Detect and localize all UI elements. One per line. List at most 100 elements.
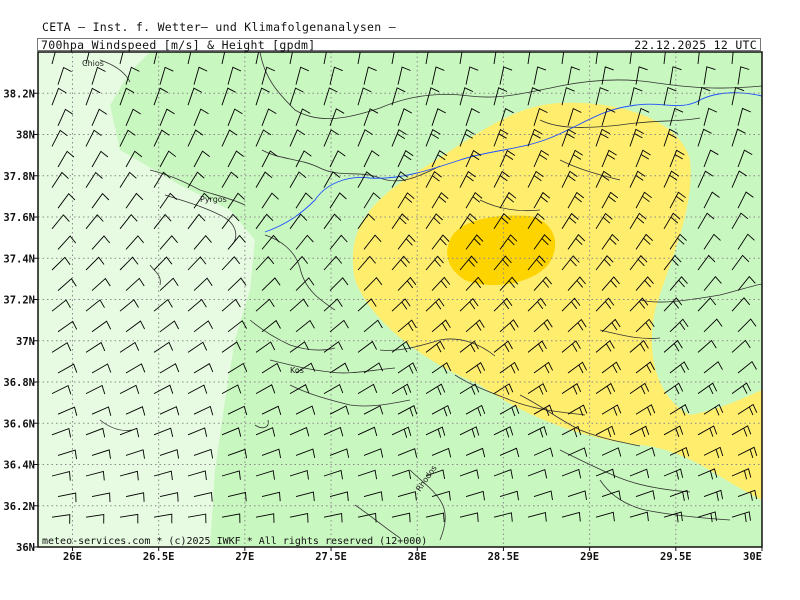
wind-barb bbox=[119, 299, 139, 312]
wind-barb bbox=[601, 447, 622, 457]
wind-barb bbox=[159, 320, 179, 333]
wind-barb bbox=[465, 192, 483, 209]
wind-barb bbox=[459, 298, 479, 312]
wind-barb bbox=[193, 492, 213, 502]
wind-barb bbox=[499, 490, 519, 501]
wind-barb bbox=[459, 426, 480, 438]
wind-barb bbox=[153, 470, 173, 481]
wind-barb-field bbox=[51, 52, 758, 524]
wind-barb bbox=[357, 52, 361, 65]
wind-barb bbox=[567, 66, 581, 85]
wind-barb bbox=[289, 255, 309, 271]
wind-barb bbox=[527, 212, 545, 230]
wind-barb bbox=[533, 107, 548, 126]
wind-barb bbox=[193, 235, 212, 250]
wind-barb bbox=[499, 447, 520, 458]
wind-barb bbox=[261, 277, 281, 291]
wind-barb bbox=[125, 320, 146, 333]
wind-barb bbox=[289, 298, 309, 312]
wind-barb bbox=[527, 87, 541, 106]
wind-barb bbox=[663, 511, 683, 523]
wind-barb bbox=[193, 192, 212, 209]
wind-barb bbox=[567, 191, 585, 209]
place-kos: Kos bbox=[290, 366, 304, 375]
wind-barb bbox=[255, 384, 276, 394]
wind-barb bbox=[125, 108, 141, 126]
wind-barb bbox=[737, 361, 757, 374]
wind-barb bbox=[51, 256, 71, 271]
wind-barb bbox=[119, 171, 137, 188]
wind-barb bbox=[629, 382, 650, 395]
wind-barb bbox=[493, 128, 509, 147]
wind-barb bbox=[261, 150, 278, 168]
wind-barb bbox=[221, 256, 241, 271]
wind-barb bbox=[703, 318, 723, 333]
wind-barb bbox=[261, 319, 281, 333]
wind-barb bbox=[697, 382, 718, 395]
wind-barb bbox=[193, 277, 213, 291]
wind-barb bbox=[533, 447, 554, 457]
wind-barb bbox=[697, 170, 714, 188]
wind-barb bbox=[635, 361, 655, 374]
wind-barb bbox=[499, 66, 513, 85]
wind-barb bbox=[635, 447, 656, 457]
wind-barb bbox=[533, 276, 553, 291]
wind-barb bbox=[697, 511, 717, 523]
wind-barb bbox=[255, 427, 276, 437]
wind-barb bbox=[125, 277, 145, 291]
wind-barb bbox=[193, 405, 214, 416]
wind-barb bbox=[85, 171, 103, 188]
wind-barb bbox=[635, 276, 654, 291]
wind-barb bbox=[125, 363, 146, 374]
wind-barb bbox=[91, 320, 112, 333]
wind-barb bbox=[465, 319, 485, 333]
wind-barb bbox=[51, 299, 71, 312]
wind-barb bbox=[567, 318, 587, 333]
longitude-label: 29E bbox=[580, 551, 599, 563]
wind-barb bbox=[595, 170, 612, 188]
wind-barb bbox=[391, 213, 410, 230]
wind-barb bbox=[465, 404, 486, 417]
wind-barb bbox=[561, 212, 579, 230]
wind-barb bbox=[323, 298, 343, 312]
wind-barb bbox=[91, 363, 112, 374]
wind-barb bbox=[227, 66, 242, 85]
wind-barb bbox=[289, 52, 293, 65]
wind-barb bbox=[527, 128, 543, 147]
wind-barb bbox=[663, 52, 666, 65]
longitude-label: 28E bbox=[408, 551, 427, 563]
wind-barb bbox=[465, 149, 482, 168]
wind-barb bbox=[193, 66, 208, 85]
wind-barb bbox=[255, 341, 276, 353]
wind-barb bbox=[227, 150, 244, 168]
wind-barb bbox=[527, 297, 547, 312]
wind-barb bbox=[57, 449, 77, 460]
wind-barb bbox=[669, 318, 689, 333]
wind-barb bbox=[425, 469, 446, 479]
wind-barb bbox=[119, 470, 139, 481]
wind-barb bbox=[221, 513, 241, 523]
wind-barb bbox=[57, 235, 77, 250]
wind-barb bbox=[561, 425, 582, 438]
latitude-label: 37.4N bbox=[3, 253, 35, 265]
wind-barb bbox=[425, 383, 446, 396]
latitude-label: 37.8N bbox=[3, 171, 35, 183]
wind-barb bbox=[159, 363, 180, 374]
wind-barb bbox=[635, 490, 656, 500]
wind-barb bbox=[363, 319, 383, 333]
wind-barb bbox=[669, 276, 688, 291]
wind-barb bbox=[465, 447, 486, 458]
wind-barb bbox=[91, 449, 111, 459]
wind-barb bbox=[227, 362, 248, 374]
wind-barb bbox=[255, 256, 275, 271]
wind-barb bbox=[119, 427, 140, 438]
wind-barb bbox=[295, 319, 315, 333]
wind-barb bbox=[91, 406, 112, 416]
wind-barb bbox=[57, 193, 76, 209]
wind-barb bbox=[363, 277, 383, 291]
wind-barb bbox=[493, 52, 497, 65]
wind-barb bbox=[431, 404, 452, 417]
wind-barb bbox=[425, 171, 442, 188]
wind-barb bbox=[85, 341, 106, 353]
wind-barb bbox=[289, 470, 309, 480]
